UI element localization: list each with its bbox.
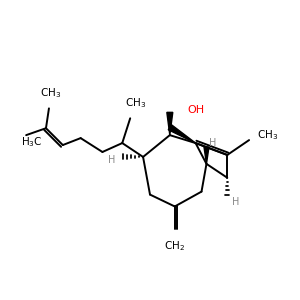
Text: H: H <box>108 155 115 165</box>
Polygon shape <box>168 125 196 143</box>
Text: CH$_3$: CH$_3$ <box>124 97 146 110</box>
Text: CH$_3$: CH$_3$ <box>40 87 62 100</box>
Text: H: H <box>232 196 240 207</box>
Text: H$_3$C: H$_3$C <box>21 135 43 149</box>
Text: OH: OH <box>187 105 204 115</box>
Text: CH$_2$: CH$_2$ <box>164 239 185 253</box>
Polygon shape <box>204 147 209 164</box>
Text: H: H <box>209 138 217 148</box>
Polygon shape <box>167 112 173 135</box>
Text: CH$_3$: CH$_3$ <box>257 128 278 142</box>
